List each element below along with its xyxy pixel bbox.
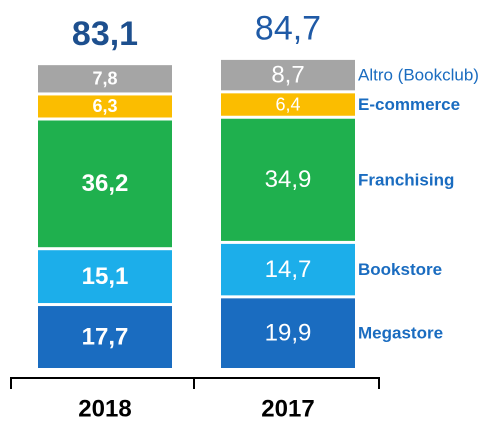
total-label: 83,1	[72, 15, 138, 53]
value-label: 34,9	[265, 166, 312, 193]
legend-label: Franchising	[358, 170, 454, 189]
bar-segment	[38, 306, 172, 368]
bar-segment	[38, 95, 172, 118]
bar-segment	[38, 65, 172, 93]
bar-segment	[221, 243, 355, 296]
bar-segment	[38, 120, 172, 248]
total-label: 84,7	[255, 10, 321, 48]
value-label: 15,1	[82, 263, 129, 290]
value-label: 6,3	[92, 96, 117, 116]
legend-label: Bookstore	[358, 260, 442, 279]
legend-label: Megastore	[358, 324, 443, 343]
value-label: 36,2	[82, 170, 129, 197]
bar-segment	[221, 93, 355, 116]
bar-segment	[221, 118, 355, 241]
value-label: 7,8	[92, 69, 117, 89]
value-label: 14,7	[265, 256, 312, 283]
legend-label: Altro (Bookclub)	[358, 66, 479, 85]
x-tick-label: 2018	[78, 395, 131, 422]
x-tick-label: 2017	[261, 395, 314, 422]
bar-segment	[221, 298, 355, 368]
value-label: 17,7	[82, 323, 129, 350]
value-label: 8,7	[271, 61, 304, 88]
value-label: 19,9	[265, 320, 312, 347]
bar-segment	[221, 59, 355, 91]
value-label: 6,4	[275, 94, 300, 114]
bar-segment	[38, 250, 172, 304]
legend-label: E-commerce	[358, 95, 460, 114]
